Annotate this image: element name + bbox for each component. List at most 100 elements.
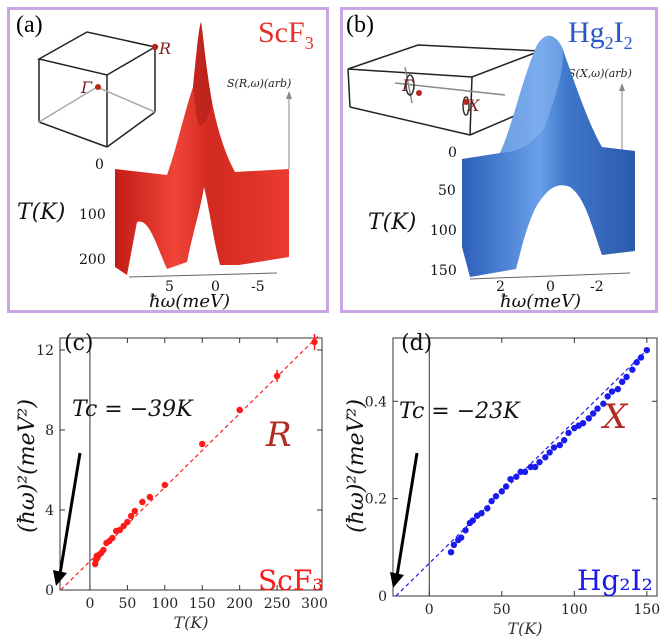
chart-d-point <box>579 419 587 427</box>
panel-a-material-sub: 3 <box>304 33 314 53</box>
panel-a-material: ScF3 <box>258 16 314 54</box>
chart-d-annotation: Tc = −23K <box>399 399 521 424</box>
panel-b-x-point <box>463 99 469 105</box>
panel-b-w-tick-2: -2 <box>590 279 604 295</box>
chart-c-xtick-label: 200 <box>226 596 253 612</box>
chart-c-point <box>236 406 243 414</box>
panel-a-w-label: ħω(meV) <box>149 291 230 312</box>
chart-d-point-label: X <box>600 397 629 437</box>
chart-d-point <box>536 458 543 466</box>
chart-c-annotation: Tc = −39K <box>72 397 194 422</box>
panel-a-w-tick-1: 0 <box>211 279 220 295</box>
chart-d-point <box>585 415 593 422</box>
chart-c-ytick-label: 12 <box>36 343 54 359</box>
chart-d-tc-arrowhead <box>390 572 404 588</box>
chart-d-ytick-label: 0.4 <box>365 394 387 410</box>
panel-b-plot: Γ X S(X,ω)(arb) T(K) 0 50 100 150 2 0 -2… <box>347 35 635 312</box>
panel-b-frame <box>340 7 658 313</box>
panel-b-material-sub2: 2 <box>623 33 633 53</box>
chart-c-material-label: ScF₃ <box>258 564 324 597</box>
panel-b-gamma-label: Γ <box>401 76 414 95</box>
panel-a-r-point <box>151 43 159 51</box>
panel-a-surface <box>115 22 289 275</box>
chart-c-ytick-label: 4 <box>45 503 54 519</box>
chart-d-point <box>521 468 529 476</box>
panel-a-gamma-label: Γ <box>80 78 93 97</box>
chart-d-point <box>637 354 645 361</box>
chart-d-ytick-label: 0.2 <box>365 492 387 508</box>
chart-d-point <box>618 378 626 386</box>
chart-d-point <box>629 366 636 373</box>
chart-d: 0 50 100 150 0 0.2 0.4 Tc = −23K (d) X Hg₂I₂ T(K) (ħ… <box>344 331 660 638</box>
chart-c-xtick-label: 100 <box>151 596 178 612</box>
chart-d-point <box>478 510 485 517</box>
chart-d-point <box>507 475 514 483</box>
chart-c-point-label: R <box>265 415 292 455</box>
panel-a-t-tick-2: 200 <box>79 252 106 268</box>
chart-c-point <box>116 526 124 534</box>
panel-b-material-i: I <box>613 16 624 49</box>
chart-d-point <box>589 410 597 417</box>
chart-d-point <box>633 359 640 366</box>
chart-d-point <box>462 527 469 534</box>
panel-a-t-label: T(K) <box>17 200 65 225</box>
chart-d-point <box>450 541 458 549</box>
chart-d-ylabel: (ħω)²(meV²) <box>344 399 369 533</box>
panel-b-w-tick-1: 0 <box>546 279 555 295</box>
panel-a-w-tick-2: -5 <box>251 279 265 295</box>
chart-c-tc-arrow <box>58 452 82 575</box>
chart-c-xtick-label: 150 <box>189 596 216 612</box>
chart-c-point <box>109 534 116 542</box>
chart-c-point <box>161 481 168 489</box>
chart-d-point <box>550 444 558 451</box>
panel-a-label: (a) <box>16 12 43 38</box>
panel-b-x-label: X <box>466 96 480 115</box>
chart-c-point <box>199 440 206 448</box>
chart-d-point <box>531 463 539 471</box>
panel-a-gamma-point <box>95 84 101 90</box>
panel-a-s-label: S(R,ω)(arb) <box>227 77 291 90</box>
chart-c-ytick-label: 0 <box>45 583 54 599</box>
chart-d-panel-label: (d) <box>401 331 432 356</box>
chart-c-xtick-label: 50 <box>118 596 136 612</box>
panel-a-r-label: R <box>158 39 171 58</box>
chart-d-point <box>457 534 465 541</box>
panel-b-t-label: T(K) <box>368 210 416 235</box>
panel-b-t-tick-2: 100 <box>430 223 457 239</box>
panel-b-material-sub1: 2 <box>604 33 614 53</box>
chart-c-point <box>139 498 146 506</box>
chart-d-material-label: Hg₂I₂ <box>577 564 653 597</box>
panel-a-plot: Γ R S(R,ω)(arb) T(K) 0 100 200 5 0 -5 ħω… <box>17 22 292 312</box>
panel-b-gamma-point <box>416 90 422 96</box>
panel-b-label: (b) <box>346 12 374 38</box>
chart-d-xtick-label: 50 <box>493 602 511 618</box>
chart-d-point <box>565 429 572 437</box>
chart-c-point <box>127 512 135 520</box>
chart-c-xlabel: T(K) <box>173 613 208 632</box>
panel-b-material: Hg2I2 <box>568 16 633 54</box>
chart-d-point <box>623 373 630 381</box>
chart-c-ylabel: (ħω)²(meV²) <box>15 399 40 533</box>
chart-d-point <box>608 388 616 395</box>
chart-d-point <box>502 483 510 490</box>
panel-b-w-tick-0: 2 <box>496 279 505 295</box>
chart-d-point <box>469 517 476 524</box>
panel-a-frame <box>7 7 329 313</box>
chart-d-point <box>513 473 520 480</box>
panel-a-t-tick-0: 0 <box>95 157 104 173</box>
chart-c-point <box>146 493 154 501</box>
chart-d-point <box>447 548 455 556</box>
panel-b-t-tick-3: 150 <box>430 263 457 279</box>
chart-c-point <box>124 518 131 526</box>
chart-d-point <box>600 400 607 407</box>
panel-a-material-main: ScF <box>258 16 305 49</box>
panel-b-t-tick-1: 50 <box>438 183 456 199</box>
chart-d-point <box>542 454 549 461</box>
chart-d-point <box>484 505 491 512</box>
chart-d-xtick-label: 0 <box>425 602 434 618</box>
panel-b-t-tick-0: 0 <box>448 145 457 161</box>
chart-c-point <box>131 507 139 515</box>
chart-d-xtick-label: 150 <box>633 602 660 618</box>
chart-d-point <box>594 405 601 412</box>
chart-d-point <box>488 497 495 505</box>
